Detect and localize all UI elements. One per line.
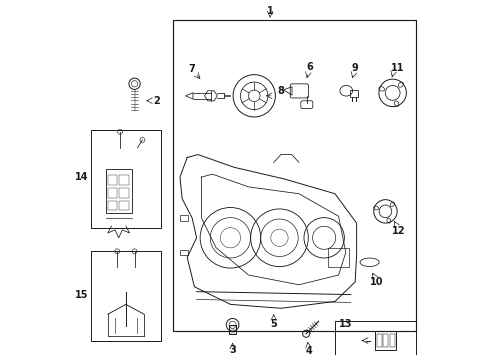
Bar (172, 21, 415, 331)
Bar (108, 188, 117, 198)
Text: 8: 8 (277, 86, 284, 96)
Text: 6: 6 (306, 62, 312, 72)
Text: 7: 7 (188, 64, 195, 75)
Bar (108, 201, 117, 210)
Bar (383, 334, 387, 347)
Bar (327, 248, 349, 267)
Bar (91, 251, 160, 341)
Text: 2: 2 (153, 96, 160, 106)
Bar (374, 331, 395, 350)
Text: 13: 13 (338, 319, 351, 329)
Text: 4: 4 (305, 346, 312, 356)
Bar (389, 334, 394, 347)
Text: 11: 11 (390, 63, 404, 73)
Bar (119, 175, 128, 185)
Bar (105, 169, 131, 213)
Bar (180, 215, 187, 221)
Text: 3: 3 (229, 345, 236, 355)
Bar (119, 201, 128, 210)
Text: 12: 12 (391, 226, 405, 236)
Text: 15: 15 (74, 289, 88, 300)
Bar (349, 90, 358, 97)
Text: 9: 9 (351, 63, 358, 73)
Bar (91, 130, 160, 228)
Text: 14: 14 (74, 172, 88, 182)
Text: 10: 10 (369, 277, 383, 287)
Bar (334, 321, 415, 355)
Text: 1: 1 (266, 6, 273, 15)
Bar (119, 188, 128, 198)
Bar (180, 250, 187, 255)
Bar (229, 325, 235, 334)
Bar (376, 334, 381, 347)
Bar (108, 175, 117, 185)
Text: 5: 5 (270, 319, 277, 329)
